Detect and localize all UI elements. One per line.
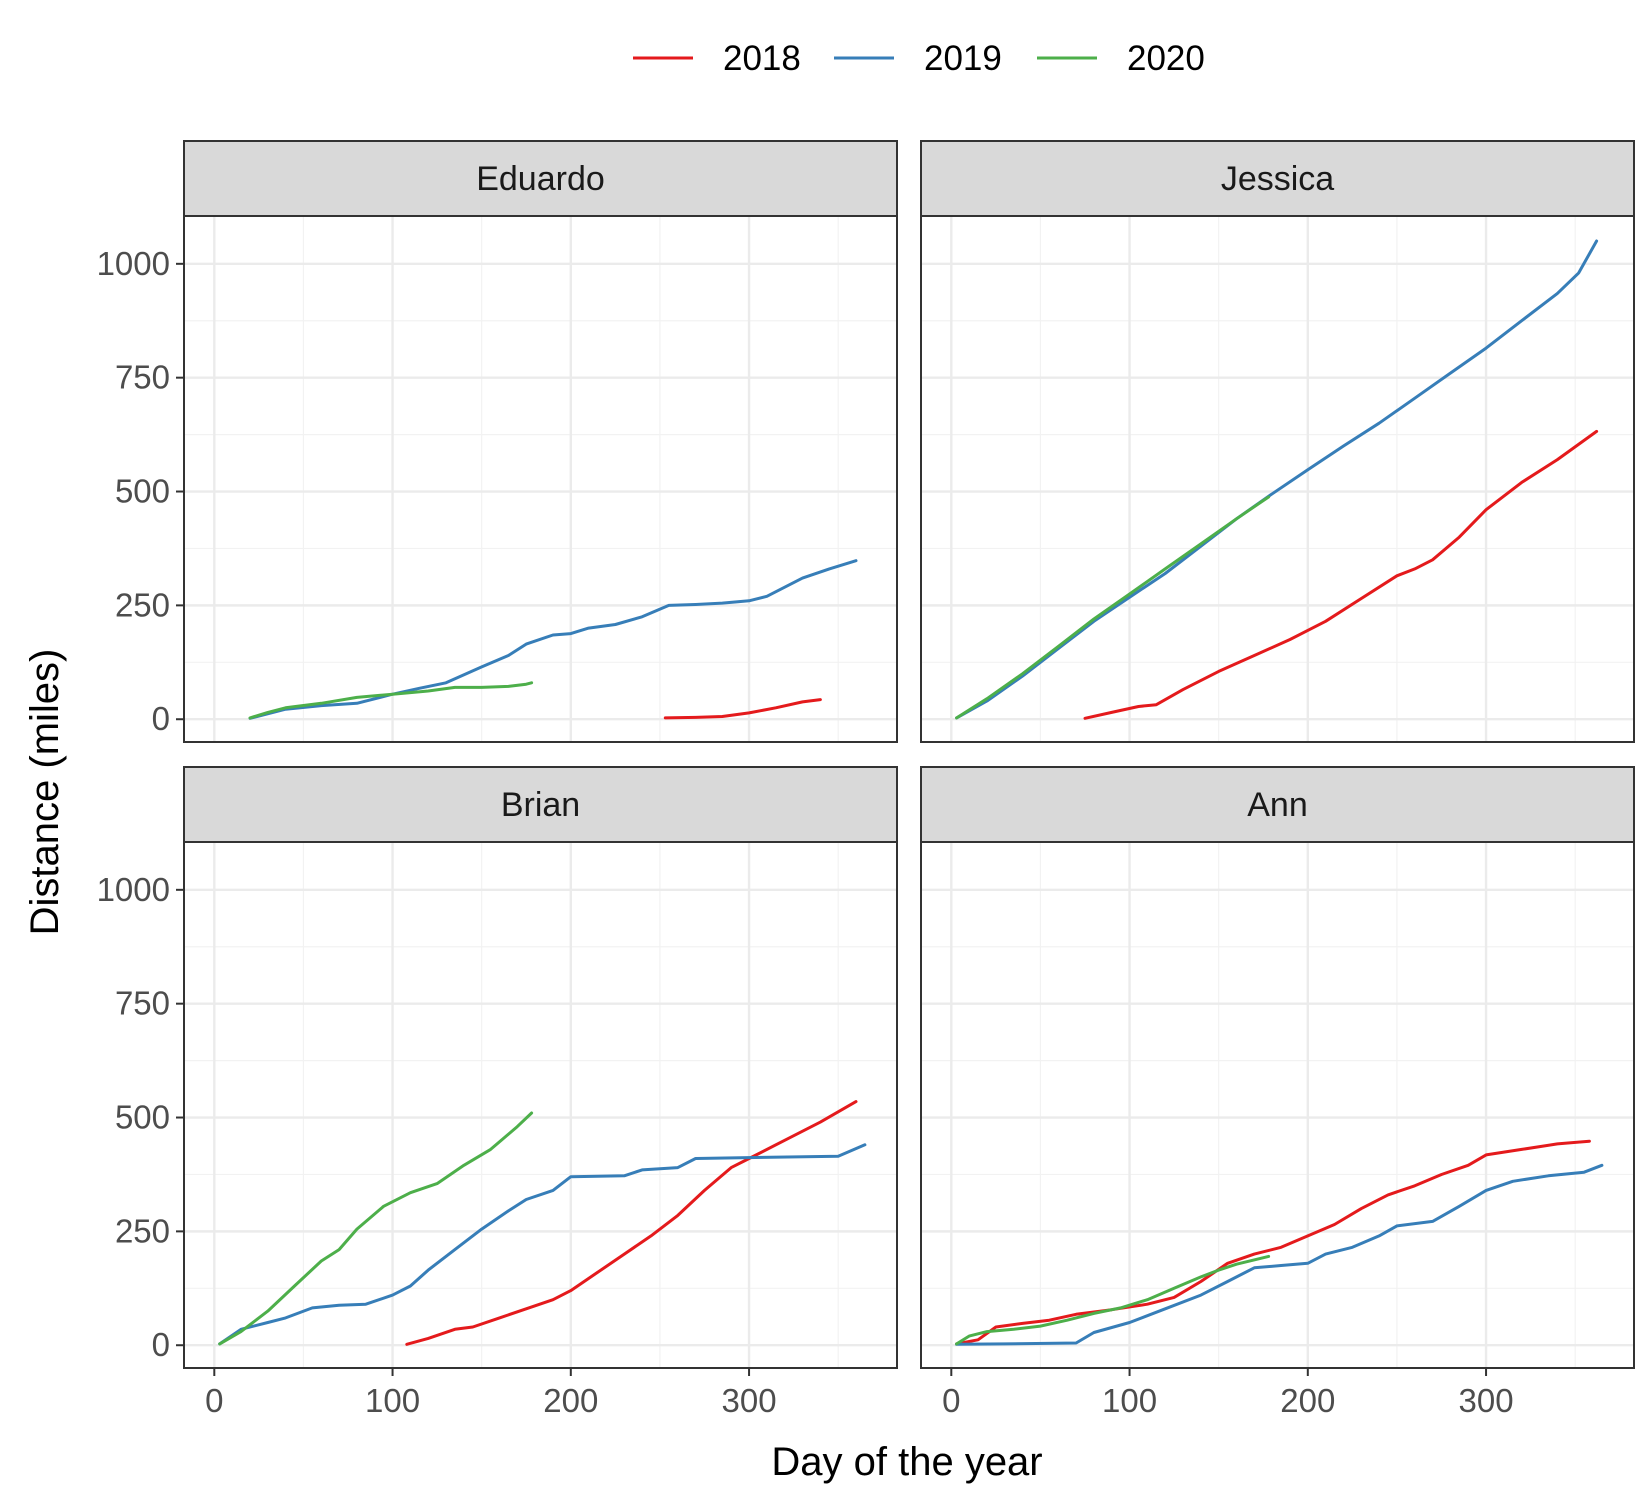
x-tick-label: 300 — [1459, 1382, 1514, 1419]
series-line-2019 — [955, 1163, 1604, 1346]
y-tick-label: 1000 — [97, 245, 170, 282]
facet-strip-label: Eduardo — [476, 160, 605, 198]
panel-brian: Brian 0 250 500 750 1000 0 100 200 300 — [97, 766, 898, 1419]
series-line-2020 — [955, 1254, 1271, 1346]
panel-border — [183, 215, 898, 743]
series-line-2019 — [955, 239, 1599, 720]
facet-strip-label: Brian — [501, 786, 580, 824]
y-tick-label: 250 — [115, 1212, 170, 1249]
x-tick-label: 200 — [1280, 1382, 1335, 1419]
x-axis-title: Day of the year — [771, 1440, 1042, 1484]
panel-jessica: Jessica — [920, 140, 1635, 743]
panel-border — [920, 841, 1635, 1369]
y-tick-label: 750 — [115, 359, 170, 396]
y-tick-label: 0 — [152, 700, 170, 737]
x-tick-label: 100 — [365, 1382, 420, 1419]
panel-background — [184, 216, 897, 742]
legend-label-2020: 2020 — [1127, 39, 1205, 78]
series-line-2019 — [218, 1143, 867, 1346]
y-axis-title: Distance (miles) — [23, 649, 67, 936]
panel-eduardo: Eduardo 0 250 500 750 1000 — [97, 140, 898, 743]
legend: 2018 2019 2020 — [633, 39, 1205, 78]
series-line-2018 — [663, 698, 822, 720]
legend-label-2019: 2019 — [924, 39, 1002, 78]
y-tick-label: 750 — [115, 985, 170, 1022]
y-tick-label: 250 — [115, 586, 170, 623]
y-tick-label: 1000 — [97, 871, 170, 908]
panel-background — [921, 842, 1634, 1368]
facet-strip-label: Ann — [1247, 786, 1308, 824]
series-line-2018 — [405, 1100, 858, 1346]
x-tick-label: 300 — [722, 1382, 777, 1419]
series-line-2018 — [955, 1139, 1591, 1346]
x-tick-label: 0 — [205, 1382, 223, 1419]
series-line-2020 — [218, 1111, 534, 1346]
y-tick-label: 0 — [152, 1326, 170, 1363]
panel-border — [920, 215, 1635, 743]
facet-panels: Eduardo02505007501000JessicaBrian0250500… — [97, 140, 1635, 1419]
series-line-2018 — [1083, 429, 1599, 720]
facet-strip-label: Jessica — [1221, 160, 1334, 198]
y-tick-label: 500 — [115, 473, 170, 510]
panel-ann: Ann 0 100 200 300 — [920, 766, 1635, 1419]
facet-strip — [183, 766, 898, 843]
facet-strip — [183, 140, 898, 217]
legend-label-2018: 2018 — [723, 39, 801, 78]
series-line-2020 — [248, 681, 534, 720]
facet-strip — [920, 766, 1635, 843]
series-line-2020 — [955, 495, 1271, 720]
x-tick-label: 200 — [543, 1382, 598, 1419]
x-tick-label: 0 — [942, 1382, 960, 1419]
y-tick-label: 500 — [115, 1099, 170, 1136]
panel-border — [183, 841, 898, 1369]
x-tick-label: 100 — [1102, 1382, 1157, 1419]
